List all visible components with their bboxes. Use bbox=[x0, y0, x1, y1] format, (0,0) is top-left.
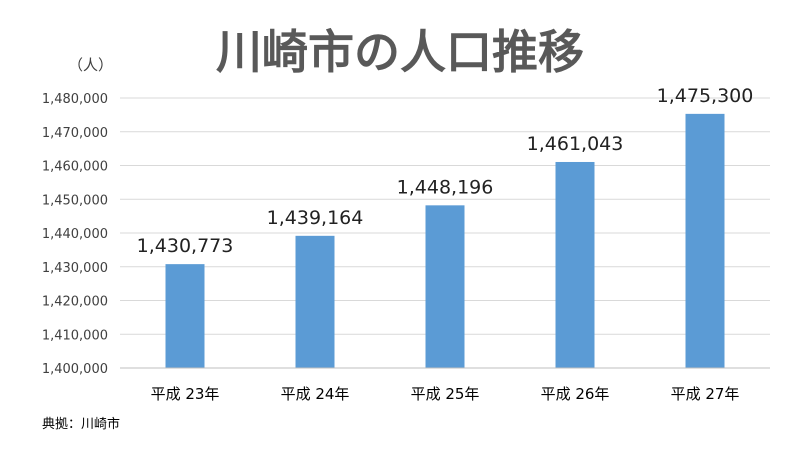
data-label: 1,461,043 bbox=[527, 133, 624, 155]
data-label: 1,439,164 bbox=[267, 207, 364, 229]
y-tick-label: 1,430,000 bbox=[42, 261, 108, 276]
x-axis-ticks: 平成 23年 平成 24年 平成 25年 平成 26年 平成 27年 bbox=[151, 385, 740, 403]
y-tick-label: 1,460,000 bbox=[42, 160, 108, 175]
bar bbox=[295, 235, 335, 368]
y-tick-label: 1,470,000 bbox=[42, 126, 108, 141]
source-note: 典拠：川崎市 bbox=[42, 416, 120, 432]
data-label: 1,430,773 bbox=[137, 235, 234, 257]
chart-title: 川崎市の人口推移 bbox=[216, 25, 584, 79]
y-axis-unit-label: （人） bbox=[68, 56, 113, 74]
x-tick-label: 平成 23年 bbox=[151, 385, 220, 403]
y-tick-label: 1,440,000 bbox=[42, 227, 108, 242]
bar bbox=[425, 205, 465, 368]
y-tick-label: 1,450,000 bbox=[42, 193, 108, 208]
y-tick-label: 1,400,000 bbox=[42, 362, 108, 377]
x-tick-label: 平成 25年 bbox=[411, 385, 480, 403]
y-axis-ticks: 1,400,000 1,410,000 1,420,000 1,430,000 1,44… bbox=[42, 92, 108, 377]
data-label: 1,448,196 bbox=[397, 176, 494, 198]
x-tick-label: 平成 27年 bbox=[671, 385, 740, 403]
bar bbox=[555, 161, 595, 368]
x-tick-label: 平成 24年 bbox=[281, 385, 350, 403]
x-tick-label: 平成 26年 bbox=[541, 385, 610, 403]
bar bbox=[165, 264, 205, 368]
bar bbox=[685, 113, 725, 368]
y-tick-label: 1,410,000 bbox=[42, 328, 108, 343]
y-tick-label: 1,420,000 bbox=[42, 295, 108, 310]
bars bbox=[165, 113, 725, 368]
y-tick-label: 1,480,000 bbox=[42, 92, 108, 107]
data-label: 1,475,300 bbox=[657, 85, 754, 107]
data-labels: 1,430,773 1,439,164 1,448,196 1,461,043 1,47… bbox=[137, 85, 754, 257]
